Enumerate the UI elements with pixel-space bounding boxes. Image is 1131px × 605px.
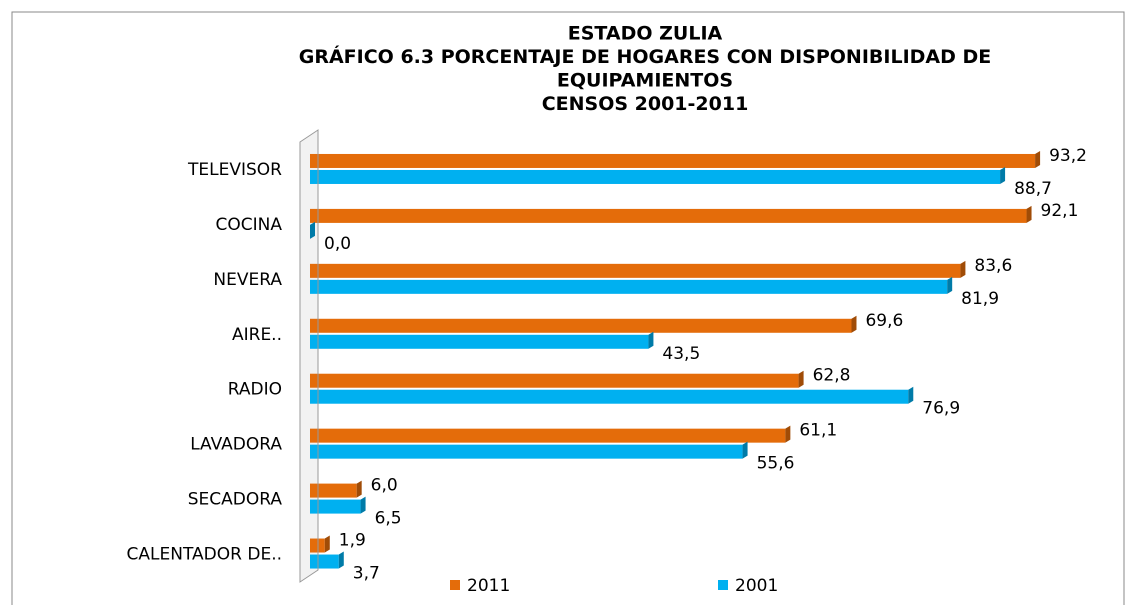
y-tick-label: SECADORA	[188, 490, 283, 510]
data-label: 83,6	[974, 256, 1012, 276]
data-label: 88,7	[1014, 179, 1052, 199]
bar-end	[356, 480, 362, 498]
bar-end	[798, 370, 804, 388]
chart-title: ESTADO ZULIA	[568, 23, 723, 45]
legend-swatch	[450, 580, 460, 590]
bar	[310, 480, 362, 498]
bar-end	[960, 260, 966, 278]
y-tick-label: COCINA	[216, 215, 283, 235]
bar	[310, 260, 966, 278]
bar-end	[360, 496, 366, 514]
bar-end	[742, 441, 748, 459]
data-label: 6,5	[375, 509, 402, 529]
data-label: 0,0	[324, 234, 351, 254]
chart-title: GRÁFICO 6.3 PORCENTAJE DE HOGARES CON DI…	[299, 45, 992, 68]
bar-face	[310, 499, 361, 514]
legend-swatch	[718, 580, 728, 590]
legend-label: 2001	[735, 576, 778, 596]
bar-end	[947, 276, 953, 294]
data-label: 76,9	[922, 399, 960, 419]
bar-face	[310, 538, 325, 553]
bar-face	[310, 263, 961, 278]
data-label: 55,6	[757, 454, 795, 474]
bar	[310, 166, 1006, 184]
bar	[310, 535, 330, 553]
bar-end	[908, 386, 914, 404]
bar-face	[310, 373, 799, 388]
bar-end	[851, 315, 857, 333]
y-tick-label: TELEVISOR	[187, 160, 282, 180]
data-label: 81,9	[961, 289, 999, 309]
chart-title: EQUIPAMIENTOS	[557, 70, 733, 92]
bar	[310, 315, 857, 333]
bar-end	[310, 221, 315, 239]
chart-title: CENSOS 2001-2011	[542, 93, 749, 115]
y-tick-label: RADIO	[228, 380, 282, 400]
bar-face	[310, 279, 948, 294]
bar-end	[648, 331, 654, 349]
bar-face	[310, 444, 743, 459]
y-tick-label: CALENTADOR DE..	[127, 545, 282, 565]
bar-end	[1000, 166, 1006, 184]
data-label: 6,0	[371, 476, 398, 496]
y-tick-label: NEVERA	[213, 270, 282, 290]
bar	[310, 205, 1032, 223]
bar	[310, 370, 804, 388]
axis-wall	[299, 129, 319, 583]
bar-face	[310, 153, 1036, 168]
bar-end	[785, 425, 791, 443]
bar-end	[338, 551, 344, 569]
bar-end	[1035, 150, 1041, 168]
bar-face	[310, 208, 1027, 223]
bar	[310, 150, 1041, 168]
bar	[310, 276, 953, 294]
bar-face	[310, 554, 339, 569]
bar	[310, 441, 748, 459]
bar	[310, 551, 344, 569]
bar-end	[1026, 205, 1032, 223]
bar-face	[310, 318, 852, 333]
legend-label: 2011	[467, 576, 510, 596]
bar	[310, 496, 366, 514]
bar-face	[310, 334, 649, 349]
bar-face	[310, 169, 1001, 184]
bar	[310, 331, 654, 349]
y-tick-label: AIRE..	[232, 325, 282, 345]
chart-frame	[11, 11, 1125, 605]
bar-face	[310, 389, 909, 404]
data-label: 69,6	[865, 311, 903, 331]
data-label: 43,5	[662, 344, 700, 364]
bar	[310, 386, 914, 404]
data-label: 3,7	[353, 564, 380, 584]
data-label: 62,8	[813, 366, 851, 386]
bar	[310, 425, 791, 443]
bar	[310, 221, 315, 239]
bar-end	[324, 535, 330, 553]
bar-face	[310, 428, 786, 443]
bar-face	[310, 483, 357, 498]
data-label: 61,1	[799, 421, 837, 441]
data-label: 92,1	[1041, 201, 1079, 221]
y-tick-label: LAVADORA	[190, 435, 282, 455]
data-label: 1,9	[339, 531, 366, 551]
data-label: 93,2	[1049, 146, 1087, 166]
